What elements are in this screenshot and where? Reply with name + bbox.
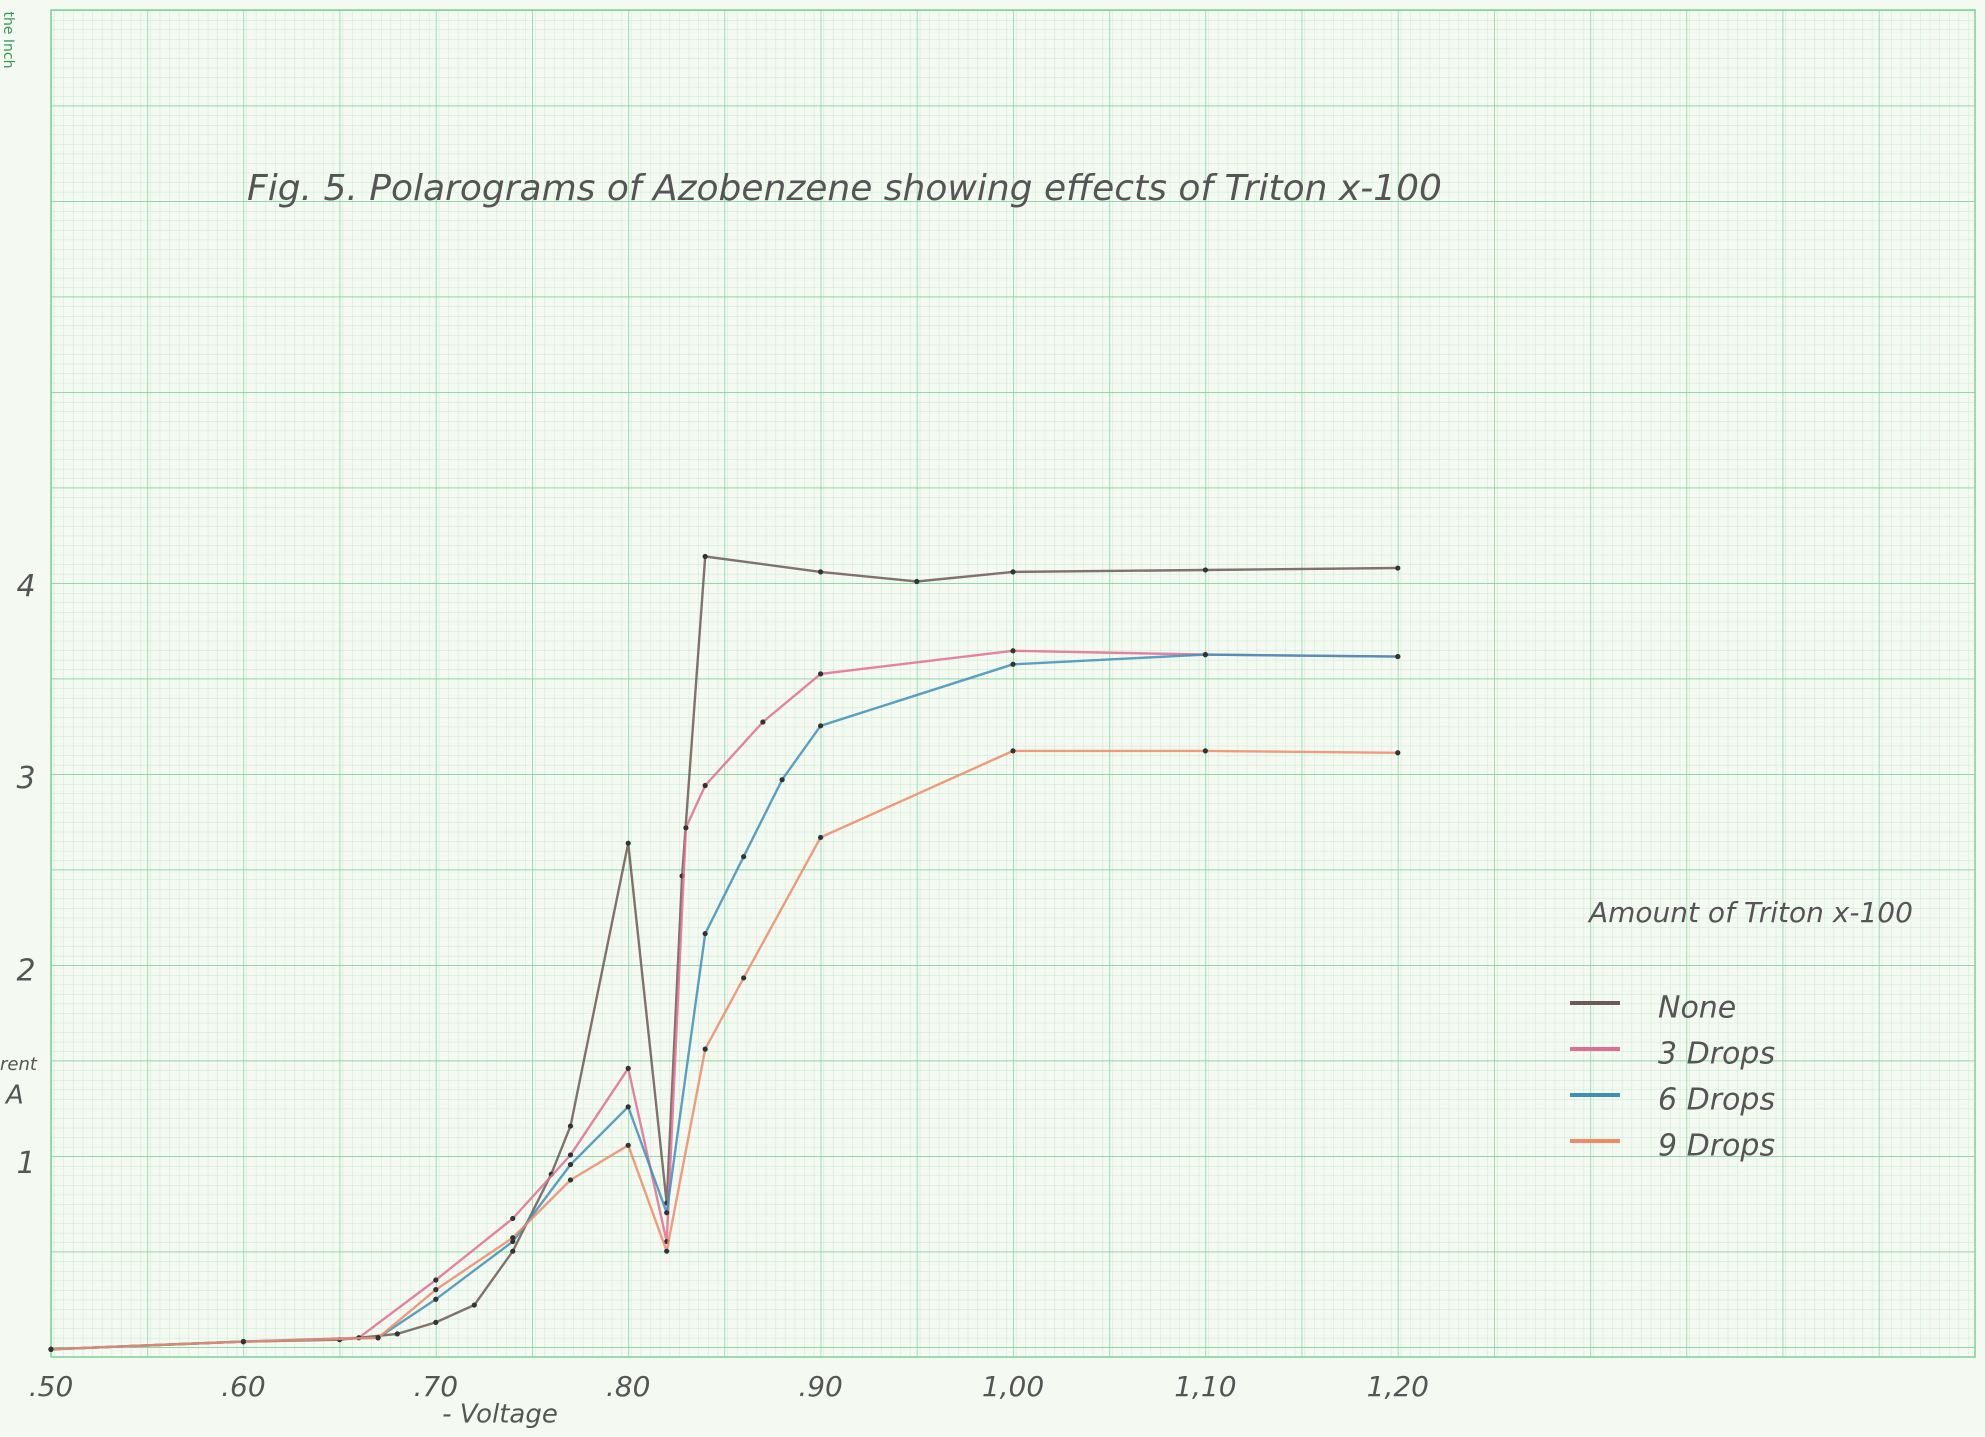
graph-paper-grid (50, 9, 1976, 1358)
data-point (1010, 569, 1016, 575)
data-point (433, 1287, 439, 1293)
y-tick-label: 4 (16, 569, 35, 604)
y-axis-label-fragment: rent (0, 1054, 38, 1075)
legend-label: 3 Drops (1658, 1037, 1775, 1072)
data-point (818, 834, 824, 841)
x-tick-label: 1,10 (1174, 1370, 1236, 1403)
data-point (1202, 652, 1208, 658)
x-tick-label: .90 (798, 1370, 843, 1403)
legend-title: Amount of Triton x-100 (1587, 896, 1913, 929)
legend-label: 9 Drops (1658, 1129, 1775, 1164)
data-point (1202, 567, 1208, 573)
data-point (510, 1215, 516, 1222)
data-point (567, 1123, 574, 1129)
data-point (702, 782, 708, 789)
data-point (741, 975, 747, 981)
data-point (567, 1152, 574, 1158)
data-point (625, 1142, 631, 1148)
y-axis-label: A (4, 1081, 24, 1111)
data-point (702, 1046, 708, 1052)
data-point (702, 553, 708, 560)
chart-title: Fig. 5. Polarograms of Azobenzene showin… (247, 168, 1442, 209)
series-line (50, 555, 1398, 1351)
data-point (394, 1331, 400, 1337)
x-tick-label: 1,00 (982, 1370, 1044, 1403)
data-point (433, 1319, 439, 1325)
x-axis-label: - Voltage (442, 1400, 558, 1430)
x-tick-label: .60 (221, 1370, 266, 1403)
data-point (625, 1065, 631, 1071)
data-point (702, 931, 708, 937)
data-point (433, 1296, 439, 1302)
x-tick-label: .70 (414, 1370, 459, 1403)
series-line (50, 749, 1398, 1351)
y-tick-label: 3 (16, 761, 35, 796)
data-point (818, 569, 824, 575)
data-point (625, 840, 631, 846)
x-tick-label: 1,20 (1367, 1370, 1429, 1403)
data-point (375, 1335, 381, 1341)
data-point (471, 1302, 477, 1308)
data-point (741, 854, 747, 860)
data-point (625, 1104, 631, 1110)
data-point (510, 1248, 516, 1254)
data-point (567, 1161, 574, 1168)
data-point (1395, 565, 1401, 571)
data-point (664, 1210, 670, 1216)
y-tick-label: 2 (16, 954, 35, 989)
legend-label: 6 Drops (1658, 1083, 1775, 1118)
data-point (1010, 661, 1016, 667)
data-point (510, 1238, 516, 1245)
data-point (664, 1248, 670, 1254)
data-point (567, 1177, 574, 1183)
data-point (818, 671, 824, 677)
y-tick-label: 1 (16, 1146, 35, 1181)
legend-label: None (1658, 991, 1736, 1026)
data-point (818, 723, 824, 729)
data-point (240, 1339, 246, 1345)
data-point (1395, 653, 1401, 660)
data-point (433, 1277, 439, 1283)
x-tick-label: .50 (29, 1370, 74, 1403)
data-point (683, 825, 689, 831)
data-point (48, 1346, 54, 1352)
data-point (914, 578, 920, 585)
data-point (1010, 748, 1016, 754)
x-tick-label: .80 (606, 1370, 651, 1403)
data-point (760, 719, 766, 725)
data-point (1010, 648, 1016, 654)
data-point (779, 777, 785, 783)
data-point (1202, 748, 1208, 754)
data-point (1395, 750, 1401, 756)
data-point (510, 1235, 516, 1241)
margin-note: the Inch (0, 12, 16, 69)
